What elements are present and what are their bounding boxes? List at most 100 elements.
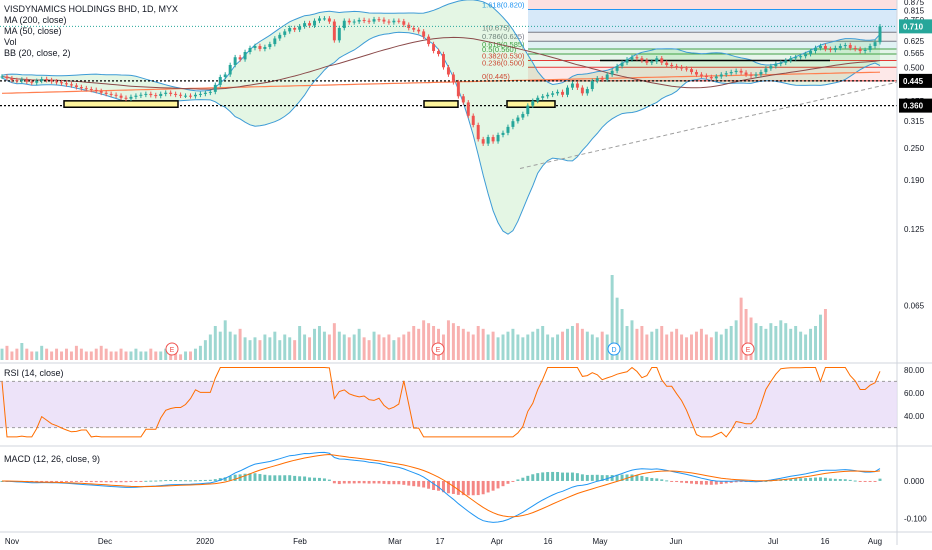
candle-body (466, 102, 470, 116)
fib-zone (528, 9, 897, 33)
candle-body (769, 66, 773, 69)
candle-body (590, 80, 594, 90)
candle-body (258, 46, 262, 49)
candle-body (863, 49, 867, 51)
last-price-tag-bg (899, 19, 932, 34)
volume-bar (675, 328, 679, 360)
macd-histogram-bar (615, 474, 619, 481)
volume-bar (660, 326, 664, 360)
macd-histogram-bar (327, 479, 331, 481)
volume-bar (332, 323, 336, 360)
volume-bar (729, 326, 733, 360)
macd-histogram-bar (89, 480, 93, 483)
candle-body (655, 58, 659, 62)
macd-histogram-bar (665, 480, 669, 482)
candle-body (585, 89, 589, 94)
candle-body (521, 114, 525, 118)
volume-bar (397, 337, 401, 360)
macd-histogram-bar (35, 480, 39, 482)
candle-body (759, 72, 763, 75)
candle-body (764, 68, 768, 73)
macd-histogram-bar (154, 480, 158, 482)
macd-histogram-bar (332, 480, 336, 484)
candle-body (704, 75, 708, 78)
candle-body (789, 58, 793, 61)
volume-bar (258, 340, 262, 360)
macd-histogram-bar (139, 480, 143, 482)
legend-bb: BB (20, close, 2) (4, 48, 71, 58)
volume-bar (5, 345, 9, 360)
candle-body (432, 44, 436, 51)
volume-bar (69, 351, 73, 360)
time-tick-label: Jun (670, 537, 683, 546)
candle-body (719, 74, 723, 77)
macd-histogram-bar (60, 480, 64, 482)
macd-histogram-bar (650, 477, 654, 481)
candle-body (213, 84, 217, 92)
macd-histogram-bar (699, 480, 703, 485)
candle-body (74, 85, 78, 88)
candle-body (228, 64, 232, 75)
candle-body (511, 121, 515, 127)
macd-histogram-bar (273, 475, 277, 481)
macd-histogram-bar (74, 480, 78, 482)
time-tick-label: Jul (768, 537, 778, 546)
macd-histogram-bar (303, 476, 307, 481)
volume-bar (516, 334, 520, 360)
macd-histogram-bar (144, 480, 148, 482)
candle-body (332, 21, 336, 41)
event-marker-icon (607, 342, 621, 356)
volume-bar (139, 351, 143, 360)
macd-histogram-bar (823, 477, 827, 481)
volume-bar (427, 323, 431, 360)
marker-tag: 0.445 (903, 77, 924, 86)
time-tick-label: Feb (293, 537, 307, 546)
macd-histogram-bar (660, 479, 664, 481)
macd-histogram-bar (585, 474, 589, 481)
macd-histogram-bar (149, 480, 153, 482)
candle-body (30, 81, 34, 83)
candle-body (179, 94, 183, 96)
price-tick-label: 0.815 (904, 6, 925, 15)
volume-bar (50, 351, 54, 360)
fib-label: 1(0.675) (482, 23, 510, 32)
volume-bar (566, 328, 569, 360)
candle-body (873, 42, 877, 47)
macd-histogram-bar (308, 477, 312, 481)
macd-histogram-bar (342, 480, 346, 484)
time-tick-label: Dec (98, 537, 112, 546)
volume-bar (55, 348, 59, 360)
candle-body (784, 60, 788, 63)
fib-label: 0.382(0.530) (482, 51, 525, 60)
macd-histogram-bar (491, 480, 495, 491)
volume-bar (466, 331, 470, 360)
macd-histogram-bar (382, 480, 386, 484)
macd-histogram-bar (556, 472, 560, 481)
macd-histogram-bar (863, 480, 867, 482)
candle-body (124, 97, 128, 99)
rsi-tick-label: 60.00 (904, 389, 925, 398)
macd-histogram-bar (476, 480, 480, 496)
candle-body (303, 23, 307, 27)
volume-bar (15, 348, 19, 360)
candle-body (233, 57, 237, 65)
macd-histogram-bar (709, 480, 713, 485)
volume-bar (739, 297, 743, 360)
macd-histogram-bar (233, 474, 237, 481)
candle-body (818, 46, 822, 48)
volume-bar (213, 326, 217, 360)
volume-bar (476, 326, 480, 360)
macd-histogram-bar (595, 474, 599, 481)
macd-histogram-bar (114, 480, 118, 483)
volume-bar (198, 345, 202, 360)
candle-body (823, 46, 827, 49)
candle-body (322, 18, 326, 20)
candle-body (159, 93, 163, 96)
candle-body (437, 50, 440, 55)
volume-bar (89, 351, 93, 360)
candle-body (5, 76, 9, 79)
volume-bar (119, 348, 123, 360)
candle-body (89, 89, 93, 91)
volume-bar (774, 326, 778, 360)
